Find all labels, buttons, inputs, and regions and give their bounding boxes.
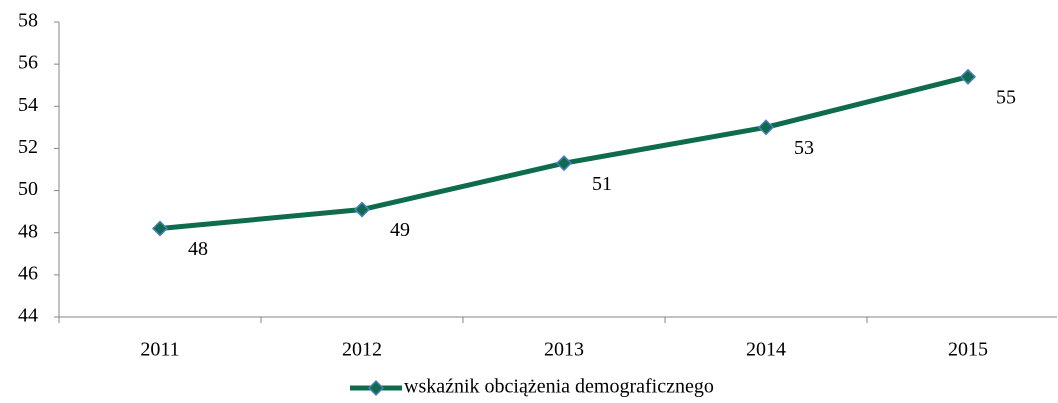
marker (151, 220, 169, 237)
data-label: 49 (390, 219, 410, 241)
x-tick-label: 2015 (948, 339, 988, 361)
y-tick-label: 58 (18, 10, 38, 32)
data-line (159, 74, 969, 231)
x-tick-label: 2012 (342, 339, 382, 361)
y-tick-label: 46 (18, 262, 38, 284)
marker (959, 68, 977, 85)
marker (353, 201, 371, 218)
y-tick-label: 54 (18, 94, 38, 116)
y-tick-label: 48 (18, 220, 38, 242)
y-tick-label: 50 (18, 178, 38, 200)
y-tick-label: 44 (18, 305, 38, 327)
y-tick-label: 56 (18, 52, 38, 74)
legend-label: wskaźnik obciążenia demograficznego (404, 376, 714, 398)
x-tick-label: 2013 (544, 339, 584, 361)
marker (555, 155, 573, 172)
x-tick-label: 2014 (746, 339, 786, 361)
data-label: 48 (188, 238, 208, 260)
y-tick-label: 52 (18, 136, 38, 158)
data-label: 51 (592, 173, 612, 195)
data-label: 55 (996, 86, 1016, 108)
legend-marker (367, 379, 385, 397)
x-tick-label: 2011 (140, 339, 179, 361)
marker (757, 119, 775, 136)
data-label: 53 (794, 137, 814, 159)
